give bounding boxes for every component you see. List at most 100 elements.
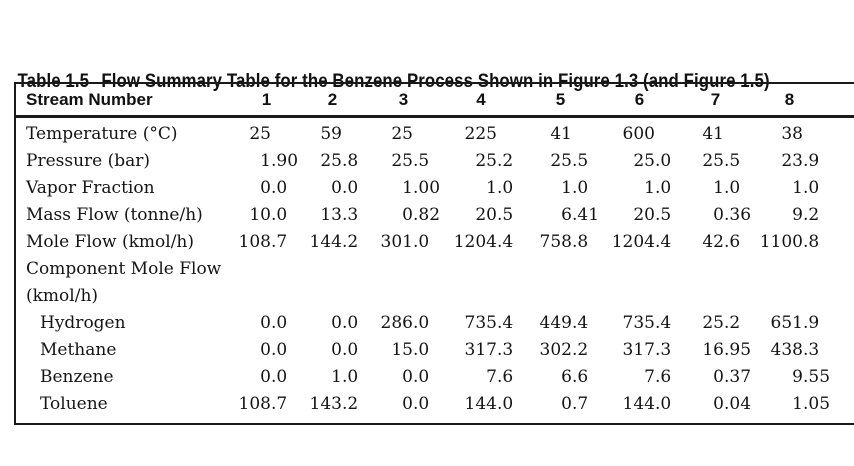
value-cell: 0.0 bbox=[331, 340, 359, 360]
value-cell: 0.0 bbox=[260, 178, 288, 198]
value-cell bbox=[523, 256, 598, 310]
value-cell: 0.0 bbox=[260, 367, 288, 387]
value-cell: 144.2 bbox=[309, 232, 359, 252]
value-cell: 59 bbox=[320, 124, 342, 144]
value-cell: 1.05 bbox=[792, 394, 831, 414]
value-cell bbox=[681, 256, 750, 310]
value-cell: 1.0 bbox=[792, 178, 820, 198]
value-cell bbox=[750, 256, 829, 310]
value-cell: 317.3 bbox=[464, 340, 514, 360]
row-label: Methane bbox=[40, 340, 117, 360]
value-cell: 25.0 bbox=[633, 151, 672, 171]
value-cell: 286.0 bbox=[380, 313, 430, 333]
value-cell: 1.0 bbox=[561, 178, 589, 198]
stream-column-header: 7 bbox=[681, 84, 750, 118]
table-row: Benzene 0.0 1.0 0.0 7.6 6.6 7.6 0.37 9.55 bbox=[16, 364, 854, 391]
value-cell: 1.0 bbox=[713, 178, 741, 198]
table-row: Mole Flow (kmol/h) 108.7 144.2 301.0 1204.4 7… bbox=[16, 229, 854, 256]
value-cell: 25.5 bbox=[550, 151, 589, 171]
row-label: Mole Flow (kmol/h) bbox=[26, 232, 194, 252]
value-cell: 0.04 bbox=[713, 394, 752, 414]
stream-column-header: 1 bbox=[236, 84, 297, 118]
value-cell: 1.90 bbox=[260, 151, 299, 171]
value-cell: 6.41 bbox=[561, 205, 600, 225]
row-label: Mass Flow (tonne/h) bbox=[26, 205, 203, 225]
table-row: Pressure (bar) 1.90 25.8 25.5 25.2 25.5 25.0 25… bbox=[16, 148, 854, 175]
value-cell: 1.00 bbox=[402, 178, 441, 198]
table-row: Temperature (°C) 25 59 25 225 41 600 41 38 bbox=[16, 117, 854, 149]
value-cell: 225 bbox=[464, 124, 497, 144]
value-cell: 25.5 bbox=[702, 151, 741, 171]
table-row: Toluene 108.7 143.2 0.0 144.0 0.7 144.0 0.04 1.0… bbox=[16, 391, 854, 423]
row-filler bbox=[829, 202, 854, 229]
row-label: Temperature (°C) bbox=[26, 124, 178, 144]
value-cell: 0.7 bbox=[561, 394, 589, 414]
value-cell: 301.0 bbox=[380, 232, 430, 252]
row-label: Component Mole Flow (kmol/h) bbox=[26, 259, 222, 306]
value-cell: 0.0 bbox=[260, 313, 288, 333]
value-cell: 0.36 bbox=[713, 205, 752, 225]
value-cell: 651.9 bbox=[770, 313, 820, 333]
row-filler bbox=[829, 310, 854, 337]
table-row: Methane 0.0 0.0 15.0 317.3 302.2 317.3 16.95 438… bbox=[16, 337, 854, 364]
value-cell: 25.8 bbox=[320, 151, 359, 171]
value-cell: 0.0 bbox=[331, 313, 359, 333]
value-cell: 438.3 bbox=[770, 340, 820, 360]
stream-column-header: 4 bbox=[439, 84, 523, 118]
value-cell: 0.82 bbox=[402, 205, 441, 225]
value-cell: 302.2 bbox=[539, 340, 589, 360]
table-row: Component Mole Flow (kmol/h) bbox=[16, 256, 854, 310]
value-cell: 449.4 bbox=[539, 313, 589, 333]
row-filler bbox=[829, 337, 854, 364]
value-cell: 1204.4 bbox=[611, 232, 672, 252]
table-row: Hydrogen 0.0 0.0 286.0 735.4 449.4 735.4 25.2 65… bbox=[16, 310, 854, 337]
value-cell bbox=[297, 256, 368, 310]
header-filler bbox=[829, 84, 854, 118]
value-cell: 7.6 bbox=[486, 367, 514, 387]
value-cell: 41 bbox=[702, 124, 724, 144]
value-cell: 0.0 bbox=[331, 178, 359, 198]
value-cell bbox=[598, 256, 681, 310]
value-cell: 16.95 bbox=[702, 340, 752, 360]
stream-column-header: 6 bbox=[598, 84, 681, 118]
value-cell: 1100.8 bbox=[759, 232, 820, 252]
value-cell: 10.0 bbox=[249, 205, 288, 225]
value-cell: 20.5 bbox=[633, 205, 672, 225]
value-cell: 23.9 bbox=[781, 151, 820, 171]
row-filler bbox=[829, 117, 854, 149]
value-cell: 317.3 bbox=[622, 340, 672, 360]
value-cell: 0.37 bbox=[713, 367, 752, 387]
value-cell: 20.5 bbox=[475, 205, 514, 225]
value-cell: 1.0 bbox=[331, 367, 359, 387]
value-cell: 735.4 bbox=[464, 313, 514, 333]
table-row: Mass Flow (tonne/h) 10.0 13.3 0.82 20.5 6.41 2… bbox=[16, 202, 854, 229]
value-cell: 108.7 bbox=[238, 232, 288, 252]
value-cell: 144.0 bbox=[622, 394, 672, 414]
row-label: Hydrogen bbox=[40, 313, 126, 333]
value-cell: 0.0 bbox=[402, 367, 430, 387]
row-filler bbox=[829, 364, 854, 391]
value-cell: 41 bbox=[550, 124, 572, 144]
value-cell: 600 bbox=[622, 124, 655, 144]
value-cell: 25.5 bbox=[391, 151, 430, 171]
value-cell: 1.0 bbox=[486, 178, 514, 198]
value-cell: 7.6 bbox=[644, 367, 672, 387]
value-cell: 9.55 bbox=[792, 367, 831, 387]
stream-number-header: Stream Number bbox=[16, 84, 236, 118]
value-cell bbox=[368, 256, 439, 310]
value-cell: 1.0 bbox=[644, 178, 672, 198]
table-row: Vapor Fraction 0.0 0.0 1.00 1.0 1.0 1.0 1.0 1.0 bbox=[16, 175, 854, 202]
value-cell: 144.0 bbox=[464, 394, 514, 414]
row-filler bbox=[829, 391, 854, 423]
value-cell bbox=[439, 256, 523, 310]
stream-column-header: 8 bbox=[750, 84, 829, 118]
value-cell: 42.6 bbox=[702, 232, 741, 252]
value-cell: 143.2 bbox=[309, 394, 359, 414]
row-filler bbox=[829, 229, 854, 256]
value-cell: 25.2 bbox=[475, 151, 514, 171]
value-cell: 108.7 bbox=[238, 394, 288, 414]
value-cell: 25 bbox=[249, 124, 271, 144]
row-label: Pressure (bar) bbox=[26, 151, 151, 171]
row-filler bbox=[829, 148, 854, 175]
